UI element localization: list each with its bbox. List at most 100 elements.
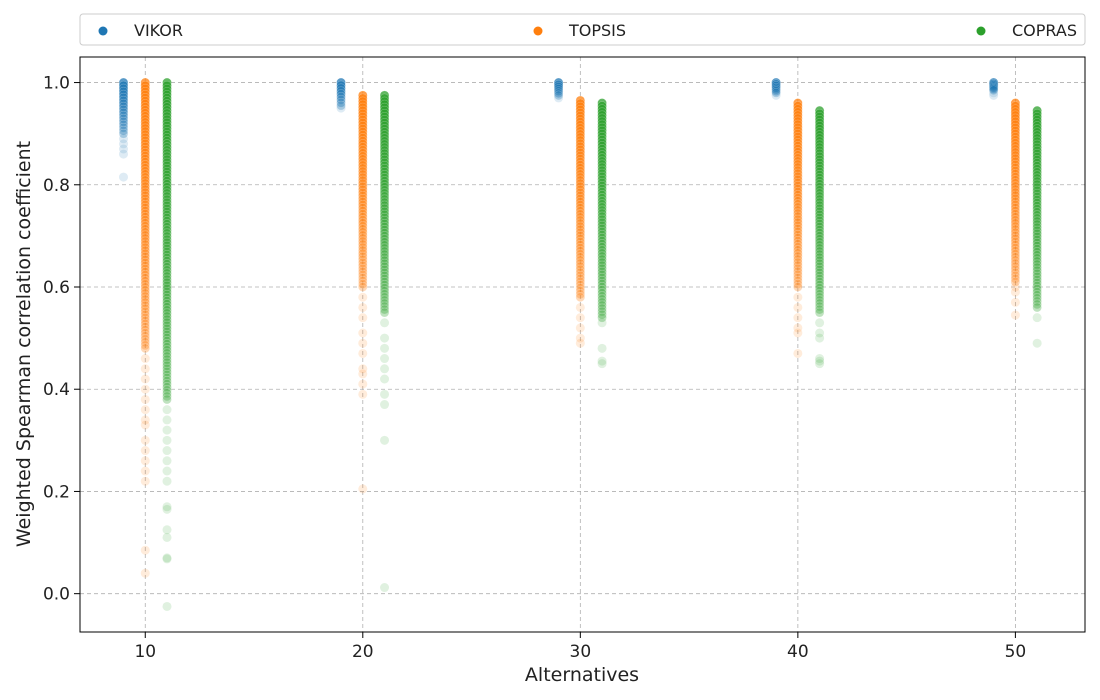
data-point (162, 348, 172, 359)
data-point (162, 265, 172, 275)
data-point (379, 228, 390, 238)
data-point (162, 363, 172, 374)
data-point (793, 248, 803, 259)
data-point (1032, 250, 1042, 260)
data-point (379, 237, 390, 247)
data-point (814, 298, 825, 309)
data-point (358, 218, 368, 228)
y-tick-label: 0.8 (43, 176, 70, 196)
data-point (814, 307, 825, 318)
data-point (379, 240, 390, 250)
series-topsis (140, 77, 1021, 578)
data-point (575, 218, 586, 229)
data-point (771, 82, 781, 93)
data-point (793, 223, 803, 234)
data-point (379, 225, 390, 235)
data-point (140, 264, 151, 274)
data-point (358, 227, 368, 237)
data-point (358, 276, 368, 286)
data-point (380, 354, 390, 364)
data-point (358, 270, 368, 280)
data-point (140, 354, 150, 364)
data-point (988, 82, 999, 93)
data-point (597, 257, 607, 268)
data-point (597, 223, 607, 234)
data-point (162, 354, 172, 365)
data-point (814, 234, 825, 244)
data-point (140, 415, 150, 425)
data-point (815, 354, 825, 364)
data-point (793, 263, 803, 274)
data-point (336, 92, 346, 102)
data-point (1010, 243, 1021, 253)
data-point (575, 234, 586, 244)
data-point (140, 334, 151, 344)
data-point (380, 400, 390, 410)
grid-lines (80, 57, 1085, 632)
data-point (358, 369, 368, 379)
data-point (162, 342, 172, 352)
data-point (336, 95, 346, 105)
data-point (358, 379, 368, 389)
data-point (140, 294, 151, 305)
legend-label-copras: COPRAS (1012, 21, 1077, 40)
data-point (814, 295, 825, 306)
data-point (1010, 255, 1021, 266)
legend-label-topsis: TOPSIS (568, 21, 626, 40)
data-point (814, 240, 825, 251)
data-point (162, 525, 172, 535)
data-point (553, 86, 564, 96)
data-point (575, 206, 586, 216)
data-point (140, 313, 151, 323)
data-point (379, 271, 390, 281)
data-point (358, 328, 368, 338)
data-point (575, 252, 586, 263)
data-point (162, 532, 172, 542)
data-point (118, 116, 129, 127)
data-point (1010, 196, 1021, 207)
data-point (379, 292, 390, 303)
data-point (1010, 209, 1021, 219)
y-tick-label: 0.2 (43, 482, 70, 502)
data-point (379, 222, 390, 232)
data-point (793, 251, 803, 262)
data-point (380, 318, 390, 328)
data-point (1032, 281, 1042, 291)
data-point (814, 246, 825, 257)
data-point (1010, 246, 1021, 256)
data-point (162, 466, 172, 476)
data-point (1010, 261, 1021, 272)
data-point (358, 242, 368, 253)
data-point (162, 299, 172, 309)
data-point (162, 357, 172, 368)
y-axis: 0.0 0.2 0.4 0.6 0.8 1.0 (43, 74, 80, 605)
data-point (140, 456, 150, 466)
data-point (988, 85, 999, 95)
data-point (597, 300, 607, 311)
data-point (575, 270, 586, 281)
data-point (140, 394, 150, 404)
data-point (358, 338, 368, 348)
data-point (793, 245, 803, 255)
data-point (815, 359, 825, 369)
data-point (793, 254, 803, 265)
data-point (793, 220, 803, 231)
data-point (1032, 238, 1042, 248)
data-point (575, 221, 586, 232)
data-point (1032, 302, 1042, 313)
data-point (162, 405, 172, 415)
data-point (140, 331, 151, 341)
data-point (597, 273, 607, 283)
data-point (336, 103, 346, 113)
data-point (162, 290, 172, 300)
data-point (162, 435, 172, 445)
data-point (814, 292, 825, 303)
data-point (1010, 310, 1020, 320)
data-point (162, 345, 172, 355)
legend-marker-copras (976, 26, 986, 36)
data-point (162, 317, 172, 328)
data-point (336, 97, 346, 108)
data-point (575, 280, 586, 290)
legend-marker-vikor (98, 26, 108, 36)
